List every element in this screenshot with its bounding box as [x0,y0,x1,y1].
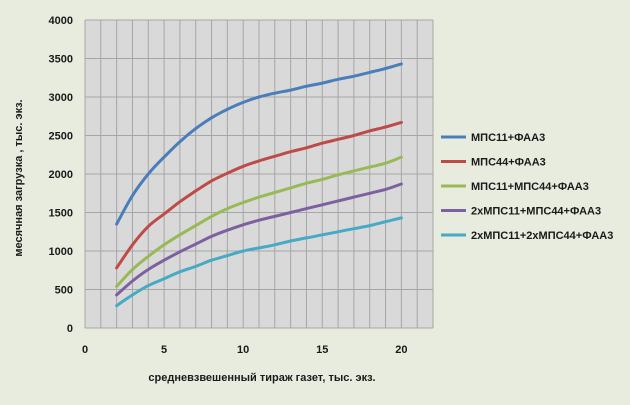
x-tick-label: 20 [395,344,407,356]
series-line-4 [115,182,403,297]
x-tick-label: 0 [82,344,88,356]
series-line-3 [115,155,403,288]
legend-label-2: МПС44+ФАА3 [471,157,546,169]
y-tick-label: 1500 [49,208,73,220]
legend-label-4: 2хМПС11+МПС44+ФАА3 [471,206,601,218]
series-group [115,62,403,308]
series-line-1 [115,62,403,226]
legend: МПС11+ФАА3 МПС44+ФАА3 МПС11+МПС44+ФАА3 2хМП… [441,132,613,242]
y-tick-label: 500 [55,285,73,297]
series-line-2 [115,120,403,270]
y-tick-label: 0 [67,323,73,335]
tick-labels: 0 500 1000 1500 2000 2500 3000 3500 4000 0 5 10 15 20 [49,15,408,356]
series-line-5 [115,216,403,308]
y-tick-label: 2000 [49,169,73,181]
legend-label-3: МПС11+МПС44+ФАА3 [471,181,589,193]
y-tick-label: 4000 [49,15,73,27]
y-axis-title: месячная загрузка , тыс. экз. [13,99,25,256]
y-tick-label: 1000 [49,246,73,258]
x-tick-label: 5 [161,344,167,356]
legend-label-1: МПС11+ФАА3 [471,132,545,144]
y-tick-label: 2500 [49,131,73,143]
y-tick-label: 3500 [49,54,73,66]
y-tick-label: 3000 [49,92,73,104]
grid [84,19,434,329]
x-axis-title: средневзвешенный тираж газет, тыс. экз. [148,372,375,384]
legend-label-5: 2хМПС11+2хМПС44+ФАА3 [471,230,613,242]
x-tick-label: 15 [316,344,328,356]
x-tick-label: 10 [237,344,249,356]
